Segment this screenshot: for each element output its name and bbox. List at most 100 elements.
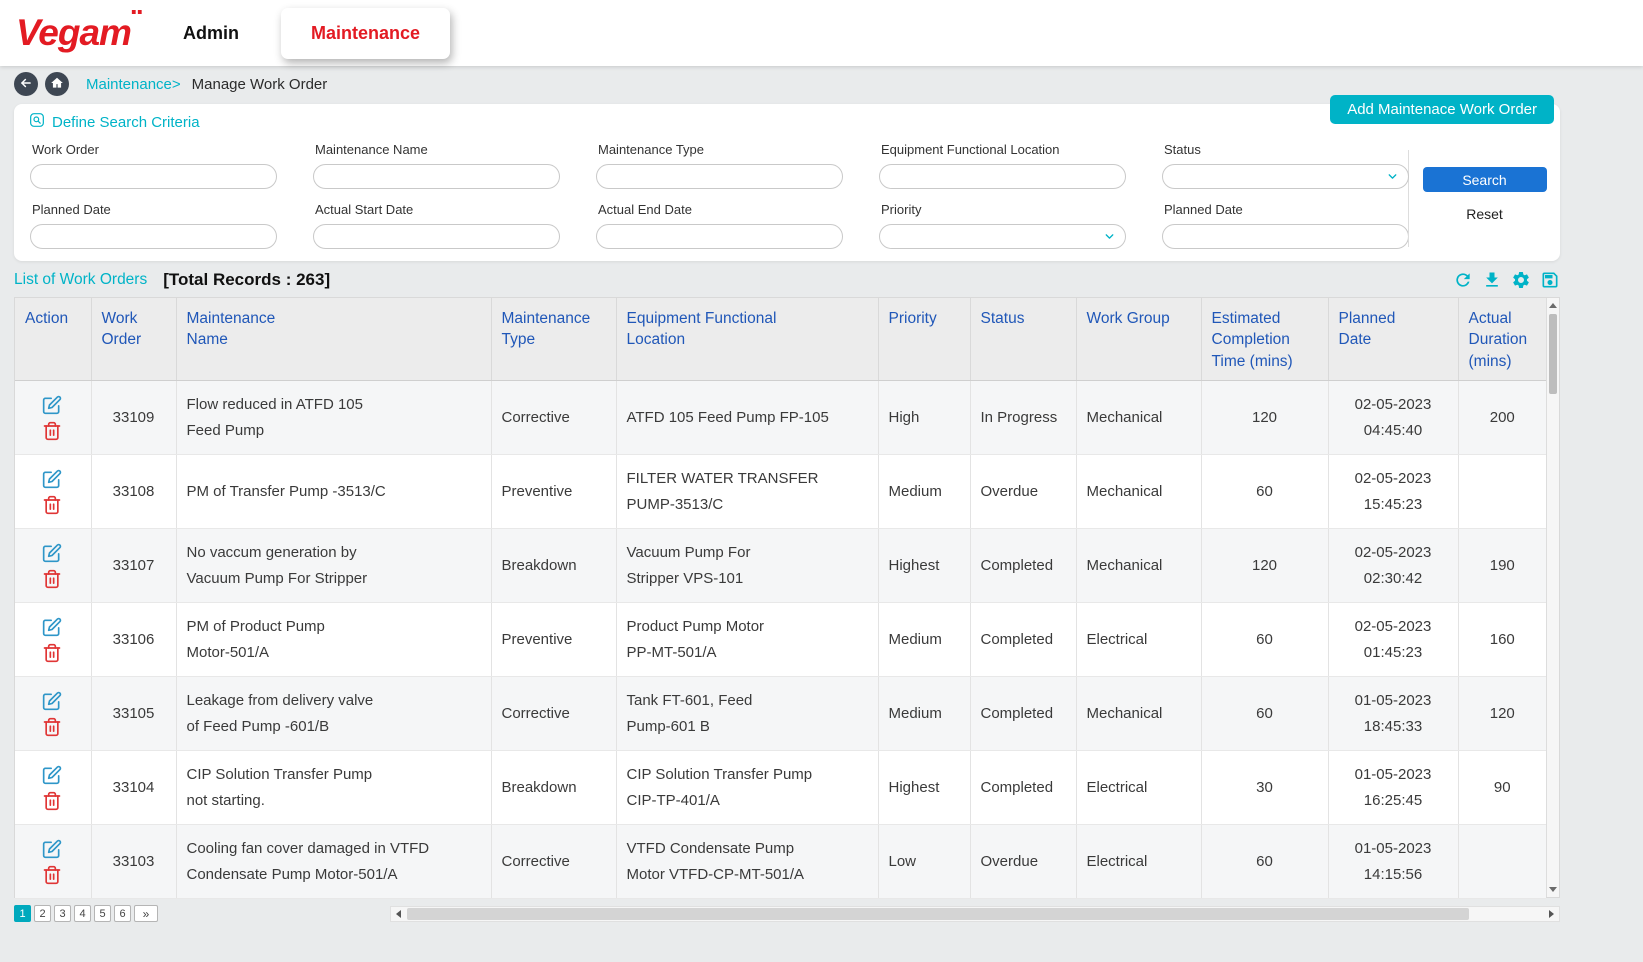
delete-icon[interactable] xyxy=(42,716,63,737)
cell-action xyxy=(15,528,92,604)
field-label: Planned Date xyxy=(32,202,111,217)
cell-actual-duration-mins: 120 xyxy=(1458,676,1546,752)
cell-estimated-completion-mins: 120 xyxy=(1201,528,1329,604)
edit-icon[interactable] xyxy=(42,691,63,712)
scroll-up-arrow-icon[interactable] xyxy=(1547,298,1559,313)
field-label: Work Order xyxy=(32,142,99,157)
cell-estimated-completion-mins: 30 xyxy=(1201,750,1329,826)
list-header: List of Work Orders [Total Records : 263… xyxy=(14,270,1560,290)
top-header: Vegam Admin Maintenance xyxy=(0,0,1643,66)
page-button-3[interactable]: 3 xyxy=(54,905,71,922)
cell-status: Completed xyxy=(970,528,1077,604)
actual-end-date-input[interactable] xyxy=(596,224,843,249)
work-orders-table: Action Work Order Maintenance Name Maintena… xyxy=(14,297,1560,900)
delete-icon[interactable] xyxy=(42,642,63,663)
save-icon[interactable] xyxy=(1540,270,1560,290)
cell-status: Overdue xyxy=(970,454,1077,530)
search-divider xyxy=(1408,150,1409,247)
field-label: Planned Date xyxy=(1164,202,1243,217)
delete-icon[interactable] xyxy=(42,568,63,589)
download-icon[interactable] xyxy=(1482,270,1502,290)
edit-icon[interactable] xyxy=(42,469,63,490)
home-button[interactable] xyxy=(45,72,69,96)
cell-maintenance-name: No vaccum generation by Vacuum Pump For … xyxy=(176,528,492,604)
delete-icon[interactable] xyxy=(42,420,63,441)
cell-actual-duration-mins: 190 xyxy=(1458,528,1546,604)
scroll-down-arrow-icon[interactable] xyxy=(1547,882,1559,897)
cell-action xyxy=(15,750,92,826)
work-order-input[interactable] xyxy=(30,164,277,189)
edit-icon[interactable] xyxy=(42,765,63,786)
cell-maintenance-type: Breakdown xyxy=(491,750,617,826)
delete-icon[interactable] xyxy=(42,864,63,885)
add-maintenance-work-order-button[interactable]: Add Maintenace Work Order xyxy=(1330,95,1554,124)
list-title: List of Work Orders xyxy=(14,271,148,288)
cell-action xyxy=(15,824,92,900)
cell-work-order: 33107 xyxy=(91,528,177,604)
actual-start-date-input[interactable] xyxy=(313,224,560,249)
settings-icon[interactable] xyxy=(1511,270,1531,290)
breadcrumb: Maintenance> Manage Work Order xyxy=(0,66,1643,102)
cell-maintenance-type: Preventive xyxy=(491,602,617,678)
vertical-scroll-thumb[interactable] xyxy=(1549,314,1557,394)
field-label: Actual End Date xyxy=(598,202,692,217)
cell-maintenance-name: CIP Solution Transfer Pump not starting. xyxy=(176,750,492,826)
cell-action xyxy=(15,602,92,678)
horizontal-scroll-thumb[interactable] xyxy=(407,908,1469,920)
vertical-scrollbar[interactable] xyxy=(1546,298,1559,897)
search-button[interactable]: Search xyxy=(1422,167,1547,192)
back-button[interactable] xyxy=(14,72,38,96)
delete-icon[interactable] xyxy=(42,494,63,515)
page-button-5[interactable]: 5 xyxy=(94,905,111,922)
vegam-logo: Vegam xyxy=(16,0,145,54)
cell-planned-date: 01-05-2023 16:25:45 xyxy=(1328,750,1459,826)
page-button-4[interactable]: 4 xyxy=(74,905,91,922)
cell-maintenance-name: PM of Product Pump Motor-501/A xyxy=(176,602,492,678)
cell-work-order: 33108 xyxy=(91,454,177,530)
cell-planned-date: 02-05-2023 01:45:23 xyxy=(1328,602,1459,678)
cell-work-group: Electrical xyxy=(1076,602,1202,678)
tab-maintenance[interactable]: Maintenance xyxy=(280,7,450,59)
search-fields: Work Order Maintenance Name Maintenance Ty… xyxy=(14,136,1409,249)
cell-estimated-completion-mins: 60 xyxy=(1201,676,1329,752)
scroll-right-arrow-icon[interactable] xyxy=(1544,907,1559,921)
planned-date-input[interactable] xyxy=(30,224,277,249)
table-row: 33109 Flow reduced in ATFD 105 Feed Pump C… xyxy=(15,380,1546,456)
maintenance-type-input[interactable] xyxy=(596,164,843,189)
cell-maintenance-type: Corrective xyxy=(491,824,617,900)
cell-priority: High xyxy=(878,380,971,456)
cell-equipment-functional-location: Product Pump Motor PP-MT-501/A xyxy=(616,602,879,678)
equipment-functional-location-input[interactable] xyxy=(879,164,1126,189)
cell-equipment-functional-location: ATFD 105 Feed Pump FP-105 xyxy=(616,380,879,456)
edit-icon[interactable] xyxy=(42,617,63,638)
cell-planned-date: 01-05-2023 18:45:33 xyxy=(1328,676,1459,752)
table-header-row: Action Work Order Maintenance Name Maintena… xyxy=(15,298,1546,382)
edit-icon[interactable] xyxy=(42,543,63,564)
cell-work-group: Mechanical xyxy=(1076,676,1202,752)
refresh-icon[interactable] xyxy=(1453,270,1473,290)
planned-date-input[interactable] xyxy=(1162,224,1409,249)
tab-admin[interactable]: Admin xyxy=(177,22,245,45)
cell-priority: Medium xyxy=(878,454,971,530)
search-field-status: Status xyxy=(1162,136,1409,189)
page-button-6[interactable]: 6 xyxy=(114,905,131,922)
maintenance-name-input[interactable] xyxy=(313,164,560,189)
edit-icon[interactable] xyxy=(42,395,63,416)
cell-maintenance-type: Breakdown xyxy=(491,528,617,604)
edit-icon[interactable] xyxy=(42,839,63,860)
cell-estimated-completion-mins: 120 xyxy=(1201,380,1329,456)
table-toolbar xyxy=(1453,270,1560,290)
horizontal-scrollbar[interactable] xyxy=(390,906,1560,922)
next-pages-button[interactable]: » xyxy=(134,905,158,922)
page-button-2[interactable]: 2 xyxy=(34,905,51,922)
scroll-left-arrow-icon[interactable] xyxy=(391,907,406,921)
breadcrumb-section-link[interactable]: Maintenance> xyxy=(86,75,181,93)
column-header-planned-date: Planned Date xyxy=(1328,298,1459,382)
delete-icon[interactable] xyxy=(42,790,63,811)
page-button-1[interactable]: 1 xyxy=(14,905,31,922)
priority-select[interactable] xyxy=(879,224,1126,249)
cell-priority: Medium xyxy=(878,676,971,752)
reset-button[interactable]: Reset xyxy=(1460,205,1509,223)
status-select[interactable] xyxy=(1162,164,1409,189)
search-field-planned-date: Planned Date xyxy=(1162,196,1409,249)
